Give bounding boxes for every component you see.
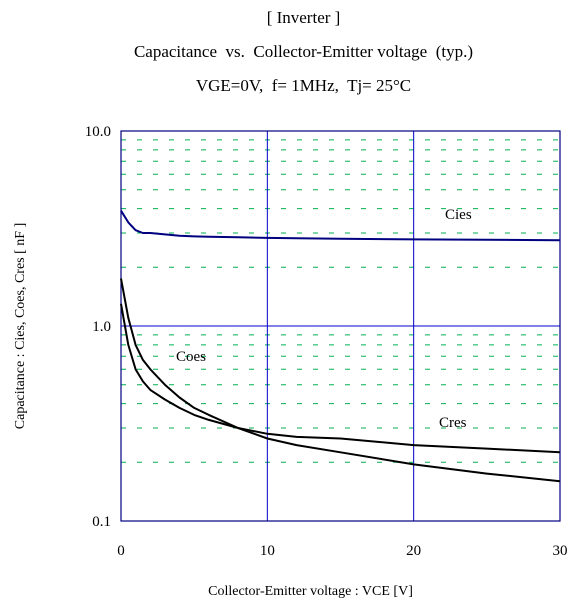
y-tick-label: 1.0 xyxy=(92,319,111,335)
series-label-cres: Cres xyxy=(439,415,467,431)
x-tick-label: 30 xyxy=(553,543,567,559)
series-line-coes xyxy=(120,278,561,483)
series-label-coes: Coes xyxy=(176,349,206,365)
chart-title: [ Inverter ] xyxy=(266,8,341,27)
chart-subtitle: Capacitance vs. Collector-Emitter voltag… xyxy=(133,42,474,61)
chart-conditions: VGE=0V, f= 1MHz, Tj= 25°C xyxy=(195,76,412,95)
plot-area xyxy=(120,130,561,522)
minor-grid xyxy=(121,139,560,463)
series-line-cies xyxy=(120,210,561,242)
series-line-cres xyxy=(120,303,561,454)
y-axis-label: Capacitance : Cies, Coes, Cres [ nF ] xyxy=(13,223,28,429)
major-grid xyxy=(121,131,560,521)
x-tick-label: 10 xyxy=(260,543,275,559)
y-tick-label: 10.0 xyxy=(85,124,111,140)
series-label-cies: Cies xyxy=(445,207,472,223)
x-axis-label: Collector-Emitter voltage : VCE [V] xyxy=(208,584,413,599)
series-labels: Cies Coes Cres xyxy=(176,207,472,431)
series-layer xyxy=(120,210,561,483)
x-tick-label: 20 xyxy=(406,543,421,559)
y-tick-label: 0.1 xyxy=(92,514,111,530)
tick-labels: 0 10 20 30 0.1 1.0 10.0 xyxy=(85,124,567,559)
x-tick-label: 0 xyxy=(117,543,125,559)
